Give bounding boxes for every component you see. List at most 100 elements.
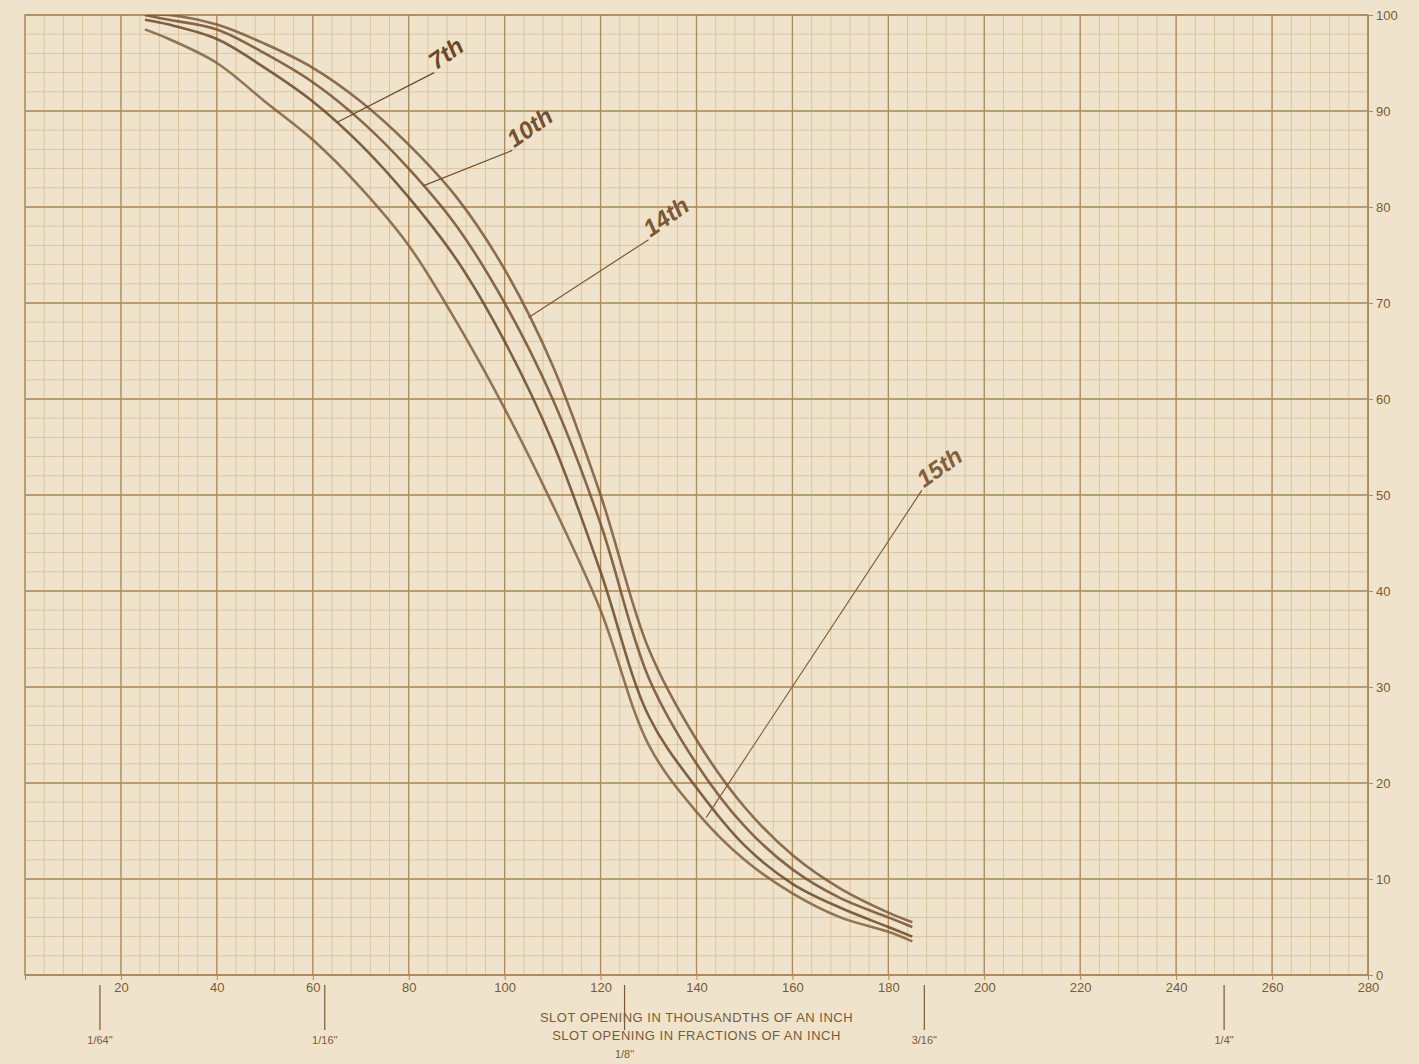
y-tick-label: 50	[1376, 488, 1390, 503]
y-tick-mark	[1368, 303, 1373, 304]
y-tick: 70	[1368, 296, 1390, 311]
x-tick-label: 220	[1070, 980, 1092, 995]
x-tick: 100	[494, 975, 516, 995]
y-axis-line	[1369, 16, 1374, 976]
grid-line	[25, 782, 1368, 783]
x-tick-label: 20	[114, 980, 128, 995]
leader-line	[529, 240, 649, 318]
series-line	[145, 15, 912, 922]
x-tick: 140	[686, 975, 708, 995]
y-tick: 50	[1368, 488, 1390, 503]
fraction-tick-label: 1/64"	[87, 1034, 112, 1046]
minor-grid-line	[25, 879, 1368, 880]
plot-frame	[25, 15, 1368, 975]
fraction-tick-label: 1/8"	[615, 1048, 634, 1060]
x-tick-label: 200	[974, 980, 996, 995]
y-tick-label: 60	[1376, 392, 1390, 407]
chart: 7th10th14th15th0102030405060708090100204…	[0, 0, 1419, 1064]
major-grid	[25, 15, 1368, 975]
fraction-tick-mark	[1224, 985, 1225, 1030]
minor-grid-line	[25, 399, 1368, 400]
y-tick: 40	[1368, 584, 1390, 599]
x-tick-label: 180	[878, 980, 900, 995]
series-line	[145, 20, 912, 937]
series-labels: 7th 10th 14th 15th	[337, 32, 967, 818]
y-tick-label: 40	[1376, 584, 1390, 599]
grid-line	[25, 110, 1368, 111]
leader-line	[337, 73, 434, 123]
x-tick-label: 260	[1262, 980, 1284, 995]
fraction-tick-label: 1/4"	[1215, 1034, 1234, 1046]
x-tick-label: 140	[686, 980, 708, 995]
y-tick-mark	[1368, 879, 1373, 880]
grid-line	[25, 590, 1368, 591]
fraction-tick-label: 1/16"	[312, 1034, 337, 1046]
background	[0, 0, 1419, 1064]
y-tick-mark	[1368, 783, 1373, 784]
y-tick-mark	[1368, 15, 1373, 16]
y-tick: 20	[1368, 776, 1390, 791]
y-axis: 0102030405060708090100	[1368, 8, 1398, 983]
minor-grid-line	[25, 495, 1368, 496]
x-tick-label: 120	[590, 980, 612, 995]
x-axis-title: SLOT OPENING IN THOUSANDTHS OF AN INCH	[540, 1010, 853, 1025]
x-tick-label: 240	[1166, 980, 1188, 995]
y-tick-label: 20	[1376, 776, 1390, 791]
x-tick: 20	[114, 975, 128, 995]
series-line	[145, 15, 912, 927]
y-tick-mark	[1368, 591, 1373, 592]
x-tick: 240	[1166, 975, 1188, 995]
x-tick: 280	[1358, 975, 1380, 995]
y-tick: 90	[1368, 104, 1390, 119]
minor-grid-line	[25, 783, 1368, 784]
x-tick-label: 100	[494, 980, 516, 995]
minor-grid-line	[25, 687, 1368, 688]
y-tick: 100	[1368, 8, 1398, 23]
grid-line	[25, 878, 1368, 879]
grid-line	[25, 302, 1368, 303]
y-tick: 10	[1368, 872, 1390, 887]
leader-line	[706, 490, 922, 817]
series-line	[145, 29, 912, 941]
y-tick-mark	[1368, 495, 1373, 496]
fraction-tick-mark	[624, 985, 625, 1030]
fraction-tick-mark	[924, 985, 925, 1030]
fraction-tick-mark	[99, 985, 100, 1030]
y-tick-label: 90	[1376, 104, 1390, 119]
y-tick-mark	[1368, 111, 1373, 112]
fraction-tick-label: 3/16"	[912, 1034, 937, 1046]
series-label: 10th	[502, 102, 558, 152]
x-tick: 200	[974, 975, 996, 995]
x-tick-label: 60	[306, 980, 320, 995]
y-tick: 80	[1368, 200, 1390, 215]
x-tick: 260	[1262, 975, 1284, 995]
lines	[145, 15, 912, 941]
y-tick-label: 80	[1376, 200, 1390, 215]
x2-axis-title: SLOT OPENING IN FRACTIONS OF AN INCH	[552, 1028, 841, 1043]
grid-line	[25, 686, 1368, 687]
series-label: 15th	[911, 442, 967, 492]
y-tick: 60	[1368, 392, 1390, 407]
minor-grid-line	[25, 591, 1368, 592]
series-label: 14th	[638, 191, 694, 241]
x-tick-label: 40	[210, 980, 224, 995]
grid-line	[25, 398, 1368, 399]
x-tick: 120	[590, 975, 612, 995]
y-tick: 30	[1368, 680, 1390, 695]
minor-grid-line	[25, 207, 1368, 208]
y-tick-label: 10	[1376, 872, 1390, 887]
x-tick-label: 280	[1358, 980, 1380, 995]
x-tick: 80	[402, 975, 416, 995]
minor-grid-line	[25, 111, 1368, 112]
y-tick-label: 100	[1376, 8, 1398, 23]
x-tick: 40	[210, 975, 224, 995]
fraction-axis: 1/64" 1/16" 1/8" 3/16" 1/4"	[87, 985, 1234, 1060]
x-tick-label: 80	[402, 980, 416, 995]
grid-line	[25, 206, 1368, 207]
x-tick: 220	[1070, 975, 1092, 995]
fraction-tick-mark	[324, 985, 325, 1030]
series-label: 7th	[424, 32, 469, 75]
minor-grid	[25, 15, 1368, 975]
y-tick-mark	[1368, 687, 1373, 688]
y-tick-mark	[1368, 399, 1373, 400]
